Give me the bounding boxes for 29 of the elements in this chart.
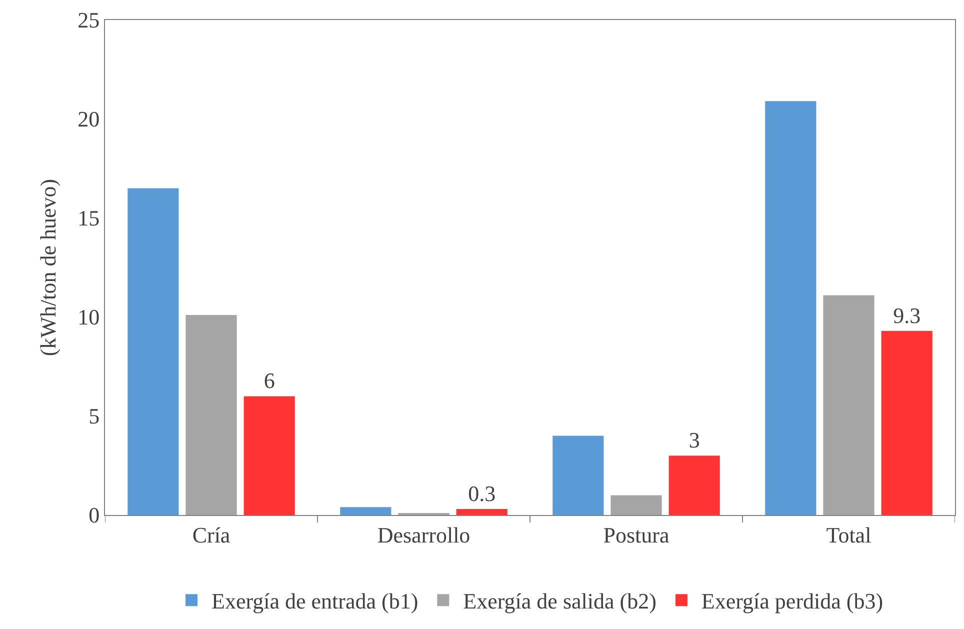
legend-label: Exergía de salida (b2) [463,588,656,614]
bar [881,330,932,515]
y-tick-label: 20 [78,106,100,132]
data-label: 9.3 [893,302,921,328]
x-tick-label: Desarrollo [377,522,470,548]
x-tick-label: Total [826,522,872,548]
x-tick-label: Postura [603,522,670,548]
y-tick-label: 10 [78,304,100,330]
bar [610,495,662,515]
data-label: 0.3 [468,481,496,506]
y-tick-label: 15 [78,206,100,231]
bar [186,315,237,515]
bar [456,509,508,515]
y-tick-label: 5 [88,404,100,429]
data-label: 3 [688,428,700,453]
bar [668,456,720,515]
legend-label: Exergía de entrada (b1) [212,588,418,614]
bar [340,507,392,515]
y-axis-title: (kWh/ton de huevo) [35,178,60,356]
bar [128,188,179,515]
bar [244,396,295,515]
legend-label: Exergía perdida (b3) [701,588,884,614]
y-tick-label: 0 [88,502,100,528]
bar [823,295,874,515]
x-tick-label: Cría [192,522,230,548]
y-tick-label: 25 [78,8,100,33]
bar [552,436,604,515]
data-label: 6 [264,368,275,394]
bar [765,101,816,515]
